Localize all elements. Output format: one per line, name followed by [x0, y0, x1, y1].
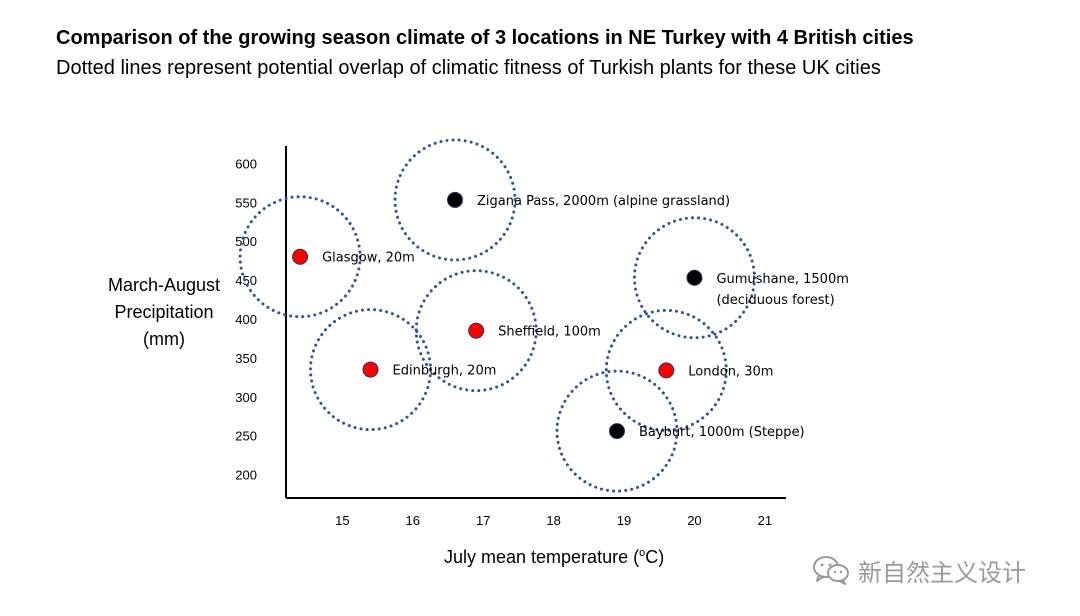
y-tick-label: 400 [235, 312, 257, 327]
x-axis-label-degree: o [639, 547, 646, 559]
point-label-line: Gumushane, 1500m [716, 272, 848, 287]
y-axis-label-line-2: Precipitation [114, 302, 214, 322]
marker-zigana-pass-2000m-alpine-grassland [447, 191, 464, 208]
x-tick-label: 18 [546, 513, 560, 528]
x-axis-label-main: July mean temperature ( [444, 547, 640, 567]
point-label-line: (deciduous forest) [716, 293, 834, 308]
chart-subtitle: Dotted lines represent potential overlap… [56, 57, 881, 79]
y-tick-label: 350 [235, 351, 257, 366]
point-label-line: Bayburt, 1000m (Steppe) [639, 425, 805, 440]
x-tick-label: 17 [476, 513, 490, 528]
overlap-circle-glasgow-20m [238, 195, 362, 319]
point-label-glasgow-20m: Glasgow, 20m [322, 251, 415, 266]
y-axis-label-line-3: (mm) [143, 329, 185, 349]
marker-glasgow-20m [292, 248, 309, 265]
marker-sheffield-100m [468, 322, 485, 339]
point-label-sheffield-100m: Sheffield, 100m [498, 325, 601, 340]
x-tick-label: 16 [406, 513, 420, 528]
y-axis-label-line-1: March-August [107, 275, 221, 295]
point-label-zigana-pass-2000m-alpine-grassland: Zigana Pass, 2000m (alpine grassland) [477, 194, 730, 209]
point-label-london-30m: London, 30m [688, 364, 773, 379]
point-label-line: Sheffield, 100m [498, 325, 601, 340]
y-tick-label: 500 [235, 234, 257, 249]
point-label-edinburgh-20m: Edinburgh, 20m [393, 364, 497, 379]
y-tick-label: 300 [235, 390, 257, 405]
x-tick-label: 21 [758, 513, 772, 528]
x-axis-label-unit: C) [645, 547, 665, 567]
point-label-line: London, 30m [688, 364, 773, 379]
point-label-line: Zigana Pass, 2000m (alpine grassland) [477, 194, 730, 209]
y-tick-label: 250 [235, 429, 257, 444]
watermark: 新自然主义设计 [812, 552, 1062, 588]
y-axis-label: March-August Precipitation (mm) [96, 272, 232, 353]
point-label-line: Edinburgh, 20m [393, 364, 497, 379]
chart-title: Comparison of the growing season climate… [56, 27, 914, 49]
overlap-circle-zigana-pass-2000m-alpine-grassland [393, 138, 517, 262]
point-label-gumushane-1500m-deciduous-forest: Gumushane, 1500m (deciduous forest) [716, 272, 848, 308]
marker-edinburgh-20m [362, 361, 379, 378]
wechat-icon [813, 556, 849, 585]
watermark-text: 新自然主义设计 [858, 559, 1026, 587]
overlap-circle-gumushane-1500m-deciduous-forest [632, 216, 756, 340]
marker-bayburt-1000m-steppe [608, 423, 625, 440]
y-tick-label: 550 [235, 195, 257, 210]
overlap-circle-edinburgh-20m [309, 308, 433, 432]
point-label-line: Glasgow, 20m [322, 251, 415, 266]
point-label-bayburt-1000m-steppe: Bayburt, 1000m (Steppe) [639, 425, 805, 440]
marker-gumushane-1500m-deciduous-forest [686, 269, 703, 286]
x-tick-label: 20 [687, 513, 701, 528]
y-tick-label: 450 [235, 273, 257, 288]
x-tick-label: 15 [335, 513, 349, 528]
x-axis-label: July mean temperature (oC) [444, 547, 664, 568]
overlap-circle-london-30m [604, 308, 728, 432]
x-tick-label: 19 [617, 513, 631, 528]
y-tick-label: 600 [235, 156, 257, 171]
y-tick-label: 200 [235, 468, 257, 483]
marker-london-30m [658, 362, 675, 379]
overlap-circle-bayburt-1000m-steppe [555, 369, 679, 493]
